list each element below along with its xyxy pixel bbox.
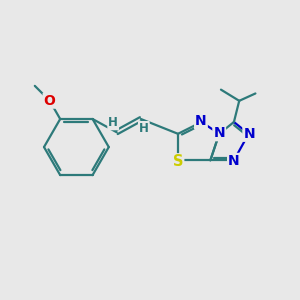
Text: O: O: [44, 94, 56, 108]
Text: N: N: [243, 127, 255, 141]
Text: H: H: [108, 116, 118, 129]
Text: S: S: [173, 154, 183, 169]
Text: N: N: [195, 114, 207, 128]
Text: N: N: [213, 126, 225, 140]
Text: H: H: [139, 122, 149, 135]
Text: N: N: [228, 154, 240, 168]
